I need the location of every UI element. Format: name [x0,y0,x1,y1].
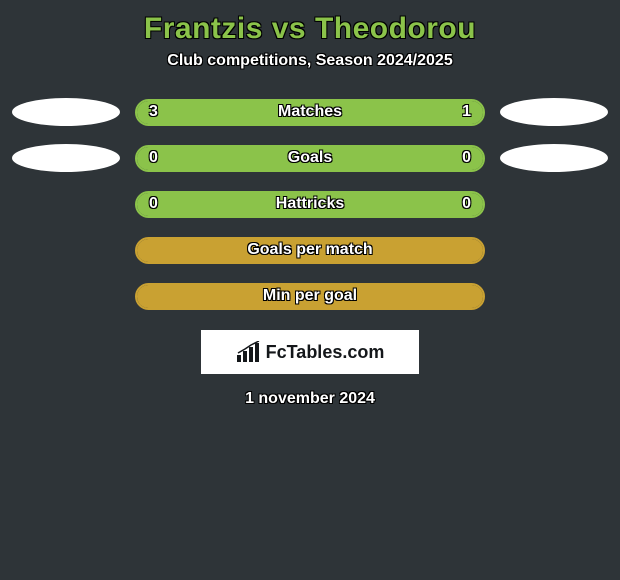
stat-row: 0 0 Hattricks [0,190,620,218]
logo-badge: FcTables.com [201,330,419,374]
page-title: Frantzis vs Theodorou [0,12,620,46]
barchart-icon [236,341,262,363]
stat-row: Goals per match [0,236,620,264]
date-label: 1 november 2024 [0,390,620,408]
logo-text: FcTables.com [266,342,385,363]
stat-value-right: 0 [462,195,471,213]
player-left-ellipse [12,98,120,126]
stat-bar: 0 0 Hattricks [135,191,485,218]
stat-value-right: 1 [462,103,471,121]
stat-bar-fill-left [137,101,386,124]
stat-label: Min per goal [263,287,357,305]
stat-bar: 0 0 Goals [135,145,485,172]
stat-row: 3 1 Matches [0,98,620,126]
stat-bar: Goals per match [135,237,485,264]
comparison-card: Frantzis vs Theodorou Club competitions,… [0,0,620,416]
stats-list: 3 1 Matches 0 0 Goals 0 0 Hattricks Goals per mat… [0,98,620,310]
stat-row: 0 0 Goals [0,144,620,172]
player-right-ellipse [500,144,608,172]
player-left-ellipse [12,144,120,172]
stat-value-left: 0 [149,195,158,213]
player-right-ellipse [500,98,608,126]
stat-label: Matches [278,103,342,121]
stat-value-left: 0 [149,149,158,167]
stat-value-right: 0 [462,149,471,167]
stat-value-left: 3 [149,103,158,121]
stat-bar: 3 1 Matches [135,99,485,126]
stat-label: Goals per match [247,241,372,259]
page-subtitle: Club competitions, Season 2024/2025 [0,52,620,70]
stat-label: Goals [288,149,332,167]
stat-bar: Min per goal [135,283,485,310]
stat-row: Min per goal [0,282,620,310]
stat-label: Hattricks [276,195,344,213]
